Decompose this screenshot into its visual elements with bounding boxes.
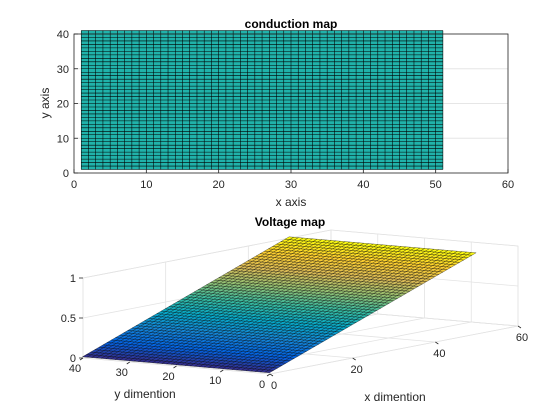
voltage-map-xtick-label: 20 [351, 364, 363, 376]
voltage-map-xtick-label: 60 [516, 332, 528, 344]
voltage-map-ylabel: y dimention [114, 387, 175, 401]
conduction-map-ytick-label: 0 [63, 168, 69, 180]
conduction-map-axes: 0 10 20 30 40 50 60 0 10 20 30 40 conduction map x … [38, 17, 514, 209]
voltage-map-ztick-label: 0.5 [61, 313, 76, 325]
voltage-map-xtick [352, 357, 356, 361]
conduction-map-xtick-label: 50 [430, 179, 442, 191]
voltage-map-xtick-label: 40 [433, 348, 445, 360]
conduction-map-surface [80, 30, 444, 170]
conduction-map-ticks: 0 10 20 30 40 50 60 0 10 20 30 40 [57, 29, 514, 191]
voltage-map-ytick [173, 365, 177, 369]
voltage-map-surface-patch [466, 252, 477, 256]
conduction-map-ytick-label: 40 [57, 29, 69, 41]
voltage-map-xlabel: x dimention [364, 390, 425, 404]
conduction-map-xtick-label: 0 [71, 179, 77, 191]
voltage-map-ytick-label: 40 [69, 363, 81, 375]
conduction-map-xtick-label: 30 [285, 179, 297, 191]
conduction-map-ytick-label: 20 [57, 99, 69, 111]
conduction-map-xtick-label: 40 [357, 179, 369, 191]
voltage-map-xtick [517, 325, 522, 329]
conduction-map-xtick-label: 20 [213, 179, 225, 191]
voltage-map-xtick-label: 0 [271, 380, 277, 392]
voltage-map-ytick-label: 10 [209, 375, 221, 387]
conduction-map-xlabel: x axis [276, 195, 307, 209]
conduction-map-ylabel: y axis [38, 88, 52, 119]
voltage-map-ytick [126, 361, 130, 365]
voltage-map-ytick [266, 373, 271, 377]
voltage-map-ztick-label: 0 [70, 353, 76, 365]
voltage-map-ytick-label: 20 [162, 371, 174, 383]
voltage-map-ytick [220, 369, 224, 373]
conduction-map-ytick-label: 30 [57, 64, 69, 76]
conduction-map-ytick-label: 10 [57, 133, 69, 145]
conduction-map-xtick-label: 60 [502, 179, 514, 191]
conduction-map-xtick-label: 10 [140, 179, 152, 191]
conduction-map-title: conduction map [245, 17, 338, 31]
voltage-map-ztick-label: 1 [70, 273, 76, 285]
voltage-map-ytick-label: 0 [259, 379, 265, 391]
voltage-map-gridline [82, 229, 519, 279]
voltage-map-surface [81, 236, 477, 373]
voltage-map-ytick-label: 30 [116, 367, 128, 379]
voltage-map-title: Voltage map [255, 215, 325, 229]
voltage-map-xtick [435, 341, 439, 345]
voltage-map-xtick [269, 373, 274, 377]
